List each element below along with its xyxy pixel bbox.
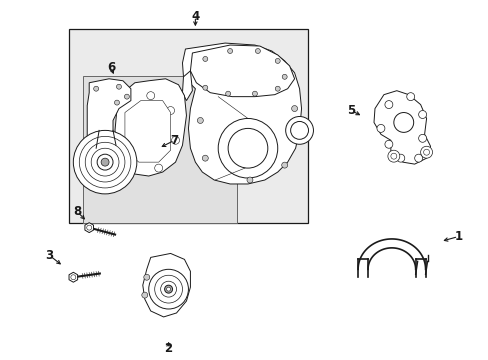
Circle shape — [246, 177, 252, 183]
Text: 5: 5 — [346, 104, 355, 117]
Circle shape — [275, 86, 280, 91]
Circle shape — [94, 86, 99, 91]
Circle shape — [164, 285, 172, 293]
Circle shape — [91, 148, 119, 176]
Text: 1: 1 — [453, 230, 462, 243]
Circle shape — [166, 107, 174, 114]
Bar — [69, 29, 307, 223]
Text: 3: 3 — [45, 249, 54, 262]
Circle shape — [97, 154, 113, 170]
Circle shape — [228, 129, 267, 168]
Circle shape — [143, 274, 149, 280]
Circle shape — [420, 146, 432, 158]
Circle shape — [418, 111, 426, 118]
Circle shape — [225, 91, 230, 96]
Text: 6: 6 — [107, 61, 115, 75]
Polygon shape — [190, 45, 294, 96]
Text: 7: 7 — [170, 134, 178, 147]
Circle shape — [396, 154, 404, 162]
Circle shape — [384, 100, 392, 109]
Circle shape — [71, 275, 76, 280]
Circle shape — [387, 150, 399, 162]
Circle shape — [154, 164, 163, 172]
Circle shape — [124, 166, 133, 174]
Circle shape — [85, 142, 124, 182]
Circle shape — [290, 121, 308, 139]
Polygon shape — [142, 253, 190, 317]
Polygon shape — [69, 272, 78, 282]
Circle shape — [148, 269, 188, 309]
Circle shape — [146, 92, 154, 100]
Circle shape — [101, 158, 109, 166]
Polygon shape — [87, 79, 131, 178]
Circle shape — [384, 140, 392, 148]
Circle shape — [275, 58, 280, 63]
Circle shape — [252, 91, 257, 96]
Circle shape — [116, 84, 121, 89]
Circle shape — [171, 136, 179, 144]
Circle shape — [376, 125, 384, 132]
Circle shape — [255, 49, 260, 54]
Circle shape — [423, 149, 428, 155]
Bar — [83, 76, 237, 223]
Circle shape — [166, 287, 170, 291]
Circle shape — [218, 118, 277, 178]
Circle shape — [79, 136, 131, 188]
Circle shape — [393, 113, 413, 132]
Polygon shape — [115, 79, 186, 176]
Circle shape — [203, 57, 207, 62]
Circle shape — [154, 275, 182, 303]
Circle shape — [197, 117, 203, 123]
Text: 8: 8 — [73, 205, 81, 218]
Circle shape — [73, 130, 137, 194]
Circle shape — [285, 117, 313, 144]
Polygon shape — [124, 100, 170, 162]
Circle shape — [390, 153, 396, 159]
Circle shape — [281, 162, 287, 168]
Circle shape — [142, 292, 147, 298]
Circle shape — [203, 85, 207, 90]
Circle shape — [202, 155, 208, 161]
Polygon shape — [182, 43, 301, 184]
Polygon shape — [182, 71, 192, 100]
Circle shape — [227, 49, 232, 54]
Circle shape — [161, 281, 176, 297]
Circle shape — [414, 154, 422, 162]
Polygon shape — [373, 91, 429, 164]
Circle shape — [418, 134, 426, 142]
Text: 4: 4 — [191, 10, 199, 23]
Text: 2: 2 — [164, 342, 172, 355]
Circle shape — [291, 105, 297, 112]
Circle shape — [114, 100, 119, 105]
Circle shape — [113, 144, 121, 152]
Circle shape — [406, 93, 414, 100]
Circle shape — [282, 74, 286, 79]
Circle shape — [124, 94, 129, 99]
Circle shape — [86, 225, 92, 230]
Polygon shape — [85, 223, 93, 233]
